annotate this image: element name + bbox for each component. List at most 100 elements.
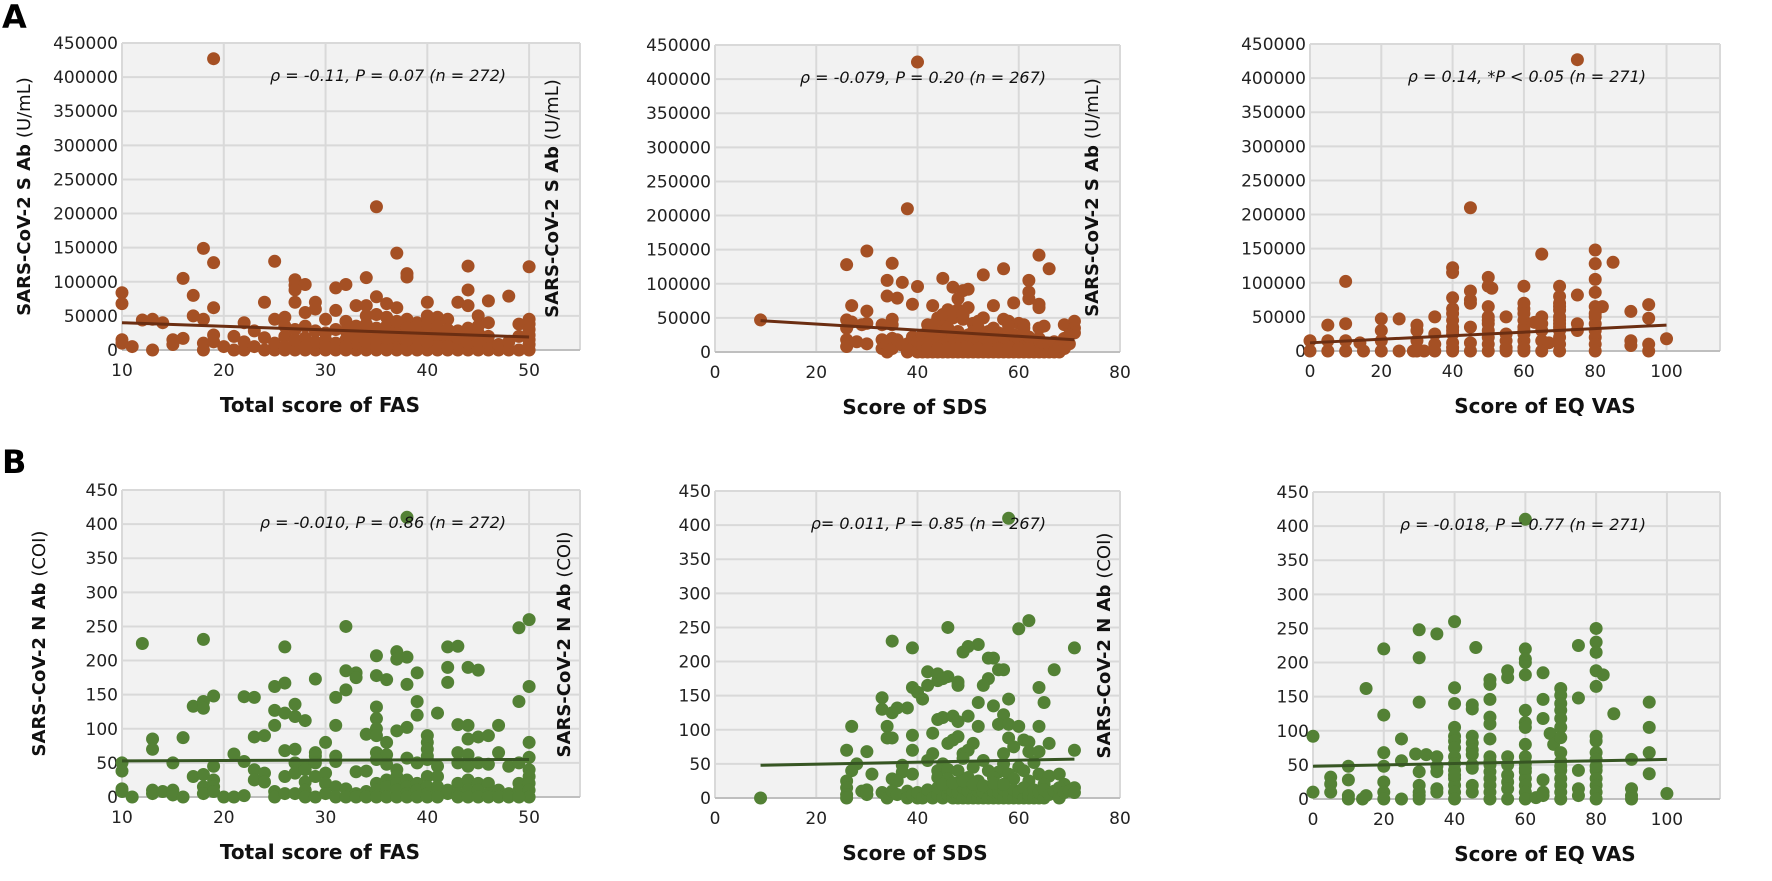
data-point bbox=[288, 742, 302, 756]
data-point bbox=[115, 764, 129, 778]
data-point bbox=[420, 770, 434, 784]
data-point bbox=[956, 645, 970, 659]
data-point bbox=[492, 790, 506, 804]
data-point bbox=[1501, 671, 1515, 685]
data-point bbox=[247, 690, 261, 704]
data-point bbox=[1518, 512, 1532, 526]
data-point bbox=[1518, 737, 1532, 751]
x-tick-label: 0 bbox=[1308, 810, 1319, 830]
x-tick-label: 30 bbox=[315, 361, 337, 381]
y-tick-label: 400000 bbox=[1241, 69, 1306, 89]
y-tick-label: 450 bbox=[679, 482, 711, 502]
plot-area bbox=[1313, 492, 1720, 799]
y-axis-label: SARS-CoV-2 S Ab (U/mL) bbox=[1082, 78, 1103, 317]
data-point bbox=[1589, 759, 1603, 773]
data-point bbox=[1412, 695, 1426, 709]
data-point bbox=[512, 317, 526, 331]
data-point bbox=[502, 289, 516, 303]
data-point bbox=[329, 690, 343, 704]
data-point bbox=[441, 312, 455, 326]
data-point bbox=[1589, 792, 1603, 806]
chart-b3-eqvas-n-ab: 0 50 100 150 200 250 300 350 400 450 0 20 40 60 80 100 ρ… bbox=[1094, 483, 1721, 866]
data-point bbox=[986, 776, 1000, 790]
data-point bbox=[880, 289, 894, 303]
data-point bbox=[278, 329, 292, 343]
data-point bbox=[146, 343, 160, 357]
trend-line bbox=[121, 757, 530, 763]
y-tick-label: 100000 bbox=[53, 273, 118, 293]
data-point bbox=[196, 312, 210, 326]
y-tick-label: 200 bbox=[86, 652, 118, 672]
data-point bbox=[1430, 750, 1444, 764]
data-point bbox=[1607, 707, 1621, 721]
data-point bbox=[1007, 772, 1021, 786]
correlation-annotation: ρ= 0.011, P = 0.85 (n = 267) bbox=[811, 514, 1046, 533]
data-point bbox=[288, 766, 302, 780]
data-point bbox=[308, 335, 322, 349]
data-point bbox=[176, 790, 190, 804]
data-point bbox=[227, 343, 241, 357]
data-point bbox=[961, 282, 975, 296]
data-point bbox=[1321, 318, 1335, 332]
data-point bbox=[268, 718, 282, 732]
data-point bbox=[369, 729, 383, 743]
data-point bbox=[135, 637, 149, 650]
data-point bbox=[369, 649, 383, 663]
data-point bbox=[1624, 304, 1638, 318]
data-point bbox=[319, 766, 333, 780]
data-point bbox=[971, 638, 985, 651]
data-point bbox=[1465, 785, 1479, 799]
correlation-annotation: ρ = 0.14, *P < 0.05 (n = 271) bbox=[1408, 67, 1646, 86]
data-point bbox=[1430, 785, 1444, 799]
data-point bbox=[400, 333, 414, 347]
data-point bbox=[961, 709, 975, 723]
data-point bbox=[431, 780, 445, 794]
data-point bbox=[1007, 296, 1021, 310]
y-axis-label: SARS-CoV-2 S Ab (U/mL) bbox=[14, 77, 35, 316]
data-point bbox=[481, 316, 495, 330]
x-tick-label: 100 bbox=[1651, 810, 1683, 830]
data-point bbox=[288, 333, 302, 347]
data-point bbox=[905, 297, 919, 311]
y-tick-label: 100 bbox=[679, 721, 711, 741]
x-axis-label: Score of EQ VAS bbox=[1454, 394, 1635, 418]
data-point bbox=[125, 340, 139, 354]
data-point bbox=[1589, 645, 1603, 659]
data-point bbox=[951, 678, 965, 692]
data-point bbox=[885, 731, 899, 745]
data-point bbox=[1377, 642, 1391, 656]
data-point bbox=[339, 683, 353, 697]
data-point bbox=[1483, 758, 1497, 772]
x-tick-label: 50 bbox=[518, 808, 540, 828]
data-point bbox=[512, 790, 526, 804]
data-point bbox=[1518, 642, 1532, 656]
x-tick-label: 20 bbox=[805, 809, 827, 829]
data-point bbox=[921, 678, 935, 692]
data-points bbox=[754, 55, 1081, 359]
data-point bbox=[1446, 341, 1460, 355]
data-point bbox=[890, 291, 904, 305]
data-point bbox=[1022, 745, 1036, 759]
data-point bbox=[1032, 301, 1046, 315]
data-point bbox=[349, 765, 363, 779]
data-point bbox=[380, 790, 394, 804]
data-point bbox=[115, 297, 129, 311]
data-point bbox=[860, 788, 874, 802]
data-point bbox=[380, 735, 394, 749]
data-point bbox=[1067, 641, 1081, 655]
data-point bbox=[976, 779, 990, 793]
plot-area bbox=[1310, 44, 1720, 351]
x-tick-label: 80 bbox=[1584, 362, 1606, 382]
data-point bbox=[880, 719, 894, 733]
y-axis-label-unit: (U/mL) bbox=[542, 79, 563, 140]
data-point bbox=[1518, 656, 1532, 670]
data-point bbox=[400, 720, 414, 734]
data-point bbox=[196, 767, 210, 781]
data-point bbox=[1660, 332, 1674, 346]
y-tick-label: 400 bbox=[86, 515, 118, 535]
data-point bbox=[951, 292, 965, 306]
data-point bbox=[916, 692, 930, 706]
data-point bbox=[900, 701, 914, 715]
x-tick-label: 40 bbox=[907, 809, 929, 829]
data-point bbox=[1067, 743, 1081, 757]
